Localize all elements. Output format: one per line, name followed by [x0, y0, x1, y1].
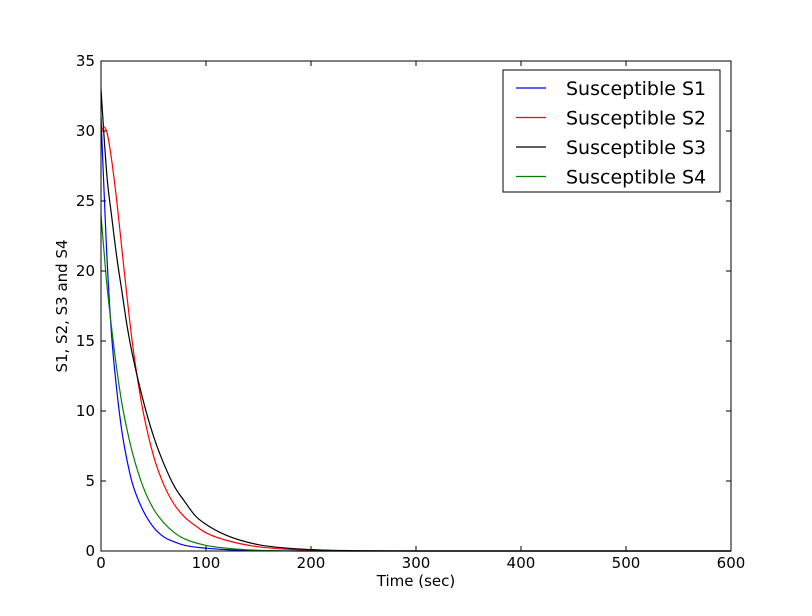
x-tick-label: 600 [717, 554, 746, 572]
y-axis-label: S1, S2, S3 and S4 [53, 239, 71, 372]
x-tick-label: 100 [192, 554, 221, 572]
y-tick-label: 10 [76, 402, 95, 420]
ticks-layer: 0 100 200 300 400 500 600 0 5 10 15 20 25 30 35 [76, 52, 745, 572]
legend: Susceptible S1 Susceptible S2 Susceptible … [502, 69, 721, 193]
x-tick-label: 0 [96, 554, 106, 572]
legend-label-s2: Susceptible S2 [566, 108, 706, 130]
legend-label-s4: Susceptible S4 [566, 167, 706, 189]
legend-label-s1: Susceptible S1 [566, 78, 706, 100]
legend-box [502, 69, 721, 193]
y-tick-label: 15 [76, 332, 95, 350]
y-tick-label: 0 [85, 542, 95, 560]
y-tick-label: 30 [76, 122, 95, 140]
x-axis-label: Time (sec) [376, 572, 455, 590]
x-tick-label: 200 [297, 554, 326, 572]
x-tick-label: 500 [612, 554, 641, 572]
legend-label-s3: Susceptible S3 [566, 137, 706, 159]
x-tick-label: 400 [507, 554, 536, 572]
y-tick-label: 20 [76, 262, 95, 280]
y-tick-label: 5 [85, 472, 95, 490]
y-tick-label: 25 [76, 192, 95, 210]
x-tick-label: 300 [402, 554, 431, 572]
y-tick-label: 35 [76, 52, 95, 70]
